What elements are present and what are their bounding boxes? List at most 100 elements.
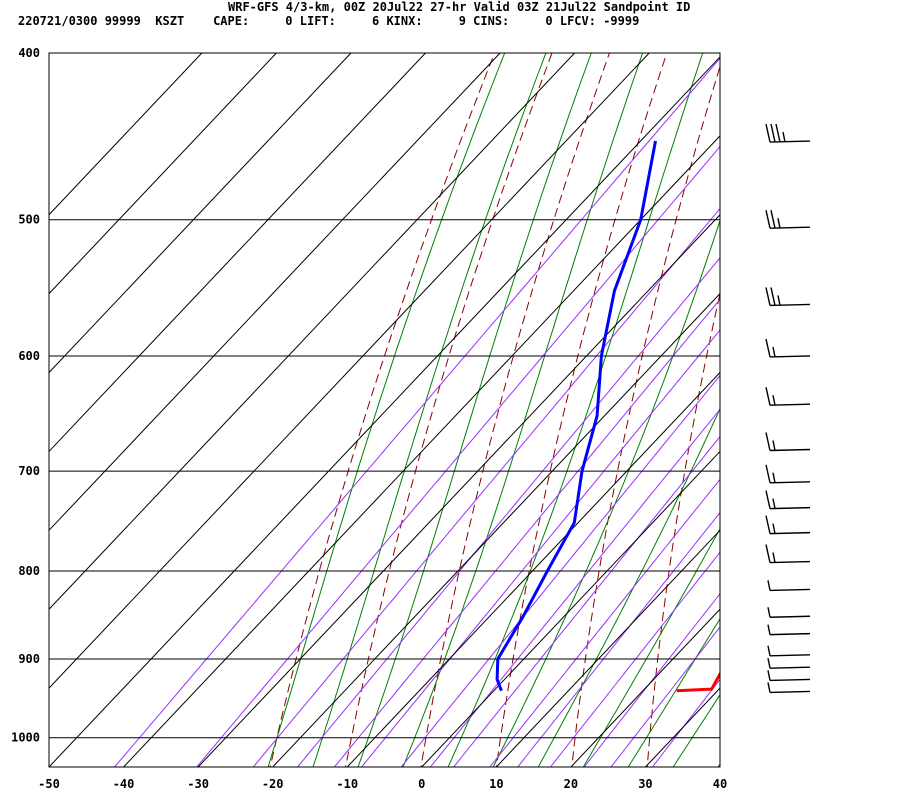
wind-barb-half-flag [767,645,771,656]
isotherm-line [49,53,203,216]
chart-title: WRF-GFS 4/3-km, 00Z 20Jul22 27-hr Valid … [228,0,691,14]
x-tick-label: -10 [336,777,358,791]
dry-adiabat-line [269,53,496,767]
wind-barb-flag [765,490,771,509]
wind-barb-shaft [769,588,811,592]
plot-frame [48,52,721,768]
wind-barb [767,607,811,618]
mixing-ratio-line [489,478,720,767]
x-tick-label: 30 [638,777,652,791]
grid [49,52,720,767]
wind-barb-shaft [769,678,811,682]
isotherm-line [123,135,720,767]
isotherm-line [272,292,720,767]
wind-barb [765,464,811,484]
wind-barb-shaft [769,632,811,636]
wind-barb [767,645,811,657]
isotherm-line [495,529,720,767]
y-axis-ticks: 400 500 600 700 800 900 1000 [11,46,40,745]
wind-barb-shaft [769,690,811,694]
wind-barb [765,210,811,229]
wind-barb [767,682,811,694]
wind-barb [765,387,811,406]
wind-barb-half-flag [767,607,771,618]
y-tick-label: 1000 [11,731,40,745]
wind-barb [767,670,811,682]
dry-adiabat-line [798,15,900,775]
dry-adiabat-line [646,291,720,767]
wind-barb-shaft [769,481,811,484]
x-tick-label: 40 [713,777,727,791]
wind-barb-half-flag [777,218,781,229]
wind-barb [765,287,811,307]
dry-adiabat-line [571,64,720,767]
x-tick-label: 0 [418,777,425,791]
wind-barb [767,658,811,669]
dry-adiabat-line [873,15,900,775]
moist-adiabat-line [357,53,592,767]
wind-barb-half-flag [782,131,786,143]
isotherm-line [49,53,426,453]
sounding-traces [495,140,720,693]
wind-barb-shaft [769,303,811,307]
wind-barb-shaft [769,226,811,229]
wind-barb-half-flag [777,295,781,306]
wind-barb-flag [765,387,771,406]
x-tick-label: -20 [262,777,284,791]
wind-barb-flag [765,123,771,143]
mixing-ratio-line [429,408,720,767]
wind-barb [767,624,811,636]
isotherm-line [719,766,720,767]
wind-barb-half-flag [767,670,771,681]
temperature-trace [676,671,720,693]
isotherm-line [197,214,720,767]
wind-barb-half-flag [772,472,776,483]
wind-barb-shaft [769,666,811,669]
wind-barb-flag [770,123,776,143]
moist-adiabat-line [267,53,506,767]
wind-barb-shaft [769,654,811,657]
mixing-ratio-line [453,435,720,767]
wind-barb-half-flag [772,440,776,451]
wind-barb-flag [775,123,781,143]
mixing-ratio-line [651,678,720,767]
wind-barb-half-flag [767,624,771,635]
wind-barb-half-flag [767,658,771,669]
wind-barb-flag [765,432,771,451]
wind-barb-half-flag [772,552,776,563]
mixing-ratio-line [196,145,720,767]
wind-barb-flag [765,338,771,358]
wind-barb [765,515,811,535]
moist-adiabat-line [582,527,720,767]
mixing-ratio-line [113,57,720,767]
wind-barb-half-flag [772,523,776,534]
isotherm-line [570,608,720,767]
wind-barb-shaft [769,140,811,143]
x-tick-label: -40 [113,777,135,791]
wind-barb-shaft [769,560,811,564]
mixing-ratio-line [333,298,720,767]
reference-lines [113,15,900,775]
dry-adiabat-line [420,53,610,767]
y-tick-label: 800 [18,564,40,578]
isotherm-line [645,687,720,767]
wind-barb [765,338,811,358]
wind-barb-shaft [769,355,811,358]
moist-adiabat-line [312,53,547,767]
mixing-ratio-line [583,593,720,767]
mixing-ratio-line [252,207,720,767]
moist-adiabat-line [672,693,720,767]
isotherm-line [49,53,501,532]
wind-barb-half-flag [772,395,776,406]
wind-barb-flag [765,464,771,483]
wind-barb-flag [770,210,776,229]
moist-adiabat-line [537,407,720,767]
wind-barb [765,123,811,143]
isotherm-line [49,53,277,295]
moist-adiabat-line [717,763,720,767]
moist-adiabat-line [492,219,720,767]
x-axis-ticks: -50 -40 -30 -20 -10 0 10 20 30 40 [38,777,727,791]
isotherm-line [421,450,720,767]
wind-barb-shaft [769,403,811,406]
